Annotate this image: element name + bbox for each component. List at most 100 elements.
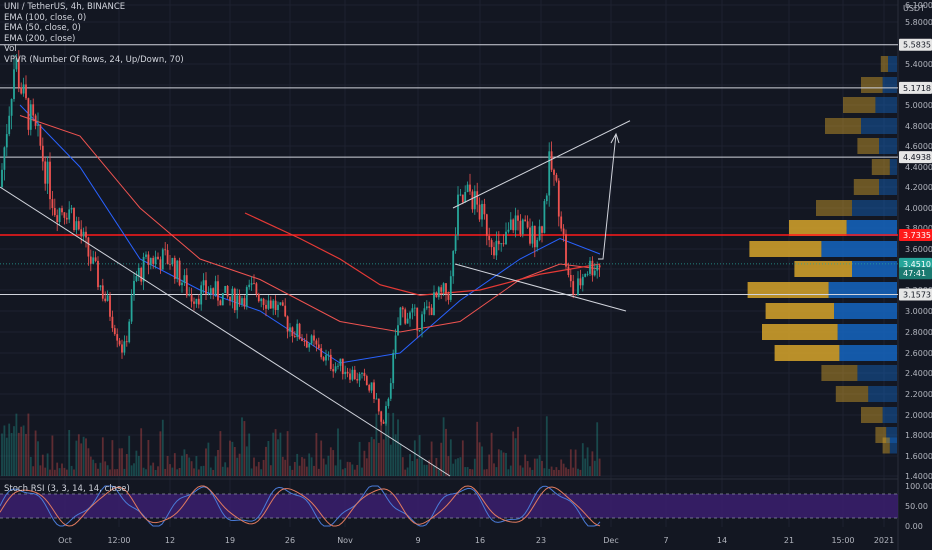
vpvr-down-bar [821,241,897,257]
candle-body [411,308,414,313]
candle-body [397,325,399,336]
candle-body [490,240,493,248]
time-axis[interactable]: Oct 12:00 12 19 26 Nov 9 16 23 Dec 7 14 21 15:00 2021 [58,536,894,545]
volume-bar [464,467,467,476]
candle-body [272,300,275,309]
volume-bar [123,468,126,476]
volume-bar [53,469,56,476]
candle-body [579,278,582,286]
price-tag-label: 3.1573 [903,290,931,299]
volume-bar [488,454,491,476]
ema200-line [244,212,601,296]
volume-bar [269,465,272,476]
volume-bar [560,459,563,476]
volume-bar [116,469,119,476]
volume-bar [440,442,443,476]
time-tick-label: 19 [225,536,235,545]
candle-body [526,221,529,228]
candle-body [425,306,428,309]
candle-body [517,215,519,221]
vpvr-up-bar [875,427,887,443]
candle-body [586,273,589,275]
volume-bar [375,413,378,476]
volume-bar [502,452,505,476]
volume-bar [161,419,164,476]
candle-body [454,235,457,252]
vpvr-down-bar [882,77,897,93]
candle-body [209,288,212,294]
candle-body [473,191,476,210]
candle-body [332,369,335,372]
candle-body [113,328,116,335]
candle-body [176,260,179,279]
vpvr-down-bar [837,324,897,340]
candle-body [293,336,296,337]
volume-bar [219,431,222,476]
candle-body [39,124,42,146]
vpvr-up-bar [853,179,879,195]
vpvr-up-bar [765,303,834,319]
volume-bar [41,454,44,476]
volume-bar [469,468,471,476]
vpvr-down-bar [888,56,897,72]
price-tick-label: 1.4000 [905,472,932,481]
candle-body [44,161,47,184]
trend-lines[interactable] [0,120,631,477]
price-tag-label: 4.4938 [903,153,931,162]
volume-bar [209,467,212,476]
candle-body [221,292,224,306]
volume-bar [97,468,99,476]
volume-bar [373,439,375,476]
vpvr-up-bar [843,97,876,113]
candle-body [269,300,272,309]
vpvr-down-bar [889,437,897,454]
volume-bar [586,447,589,476]
candle-body [82,231,85,237]
volume-bar [490,432,493,476]
candle-body [46,161,49,184]
trendline-lower-channel[interactable] [454,263,627,312]
candle-body [161,249,164,270]
volume-bar [454,459,457,476]
volume-bar [483,469,486,476]
candle-body [469,184,471,192]
horizontal-levels[interactable] [0,44,898,295]
candle-body [596,265,599,271]
volume-bar [106,465,109,476]
trendline-lower[interactable] [0,186,451,477]
volume-bar [140,428,143,476]
time-tick-label: 12:00 [107,536,130,545]
time-tick-label: 26 [285,536,295,545]
volume-bar [524,454,527,476]
price-tick-label: 4.8000 [905,122,932,131]
stoch-rsi-label[interactable]: Stoch RSI (3, 3, 14, 14, close) [4,484,130,494]
candle-body [281,302,284,306]
volume-bar [377,442,380,476]
volume-bar [137,455,140,476]
vpvr-up-bar [871,159,890,175]
candle-body [94,257,97,261]
volume-bar [181,455,183,476]
volume-bar [296,453,299,476]
candle-body [185,275,188,296]
volume-bar [37,441,39,476]
candle-body [565,234,567,267]
volume-bar [128,435,131,476]
candle-body [584,273,587,277]
volume-bar [548,468,551,476]
candle-body [159,259,162,270]
volume-bar [238,453,241,476]
price-tick-label: 2.8000 [905,328,932,337]
candle-body [253,283,255,285]
volume-bar [387,412,390,476]
volume-bar [339,459,342,476]
volume-bar [320,440,323,476]
trendline-upper-channel[interactable] [452,120,631,209]
candle-body [337,365,339,367]
candle-body [421,314,423,331]
volume-bar [473,458,476,476]
projection-arrow[interactable] [598,133,617,260]
candle-body [133,280,135,296]
vpvr-down-bar [879,179,897,195]
